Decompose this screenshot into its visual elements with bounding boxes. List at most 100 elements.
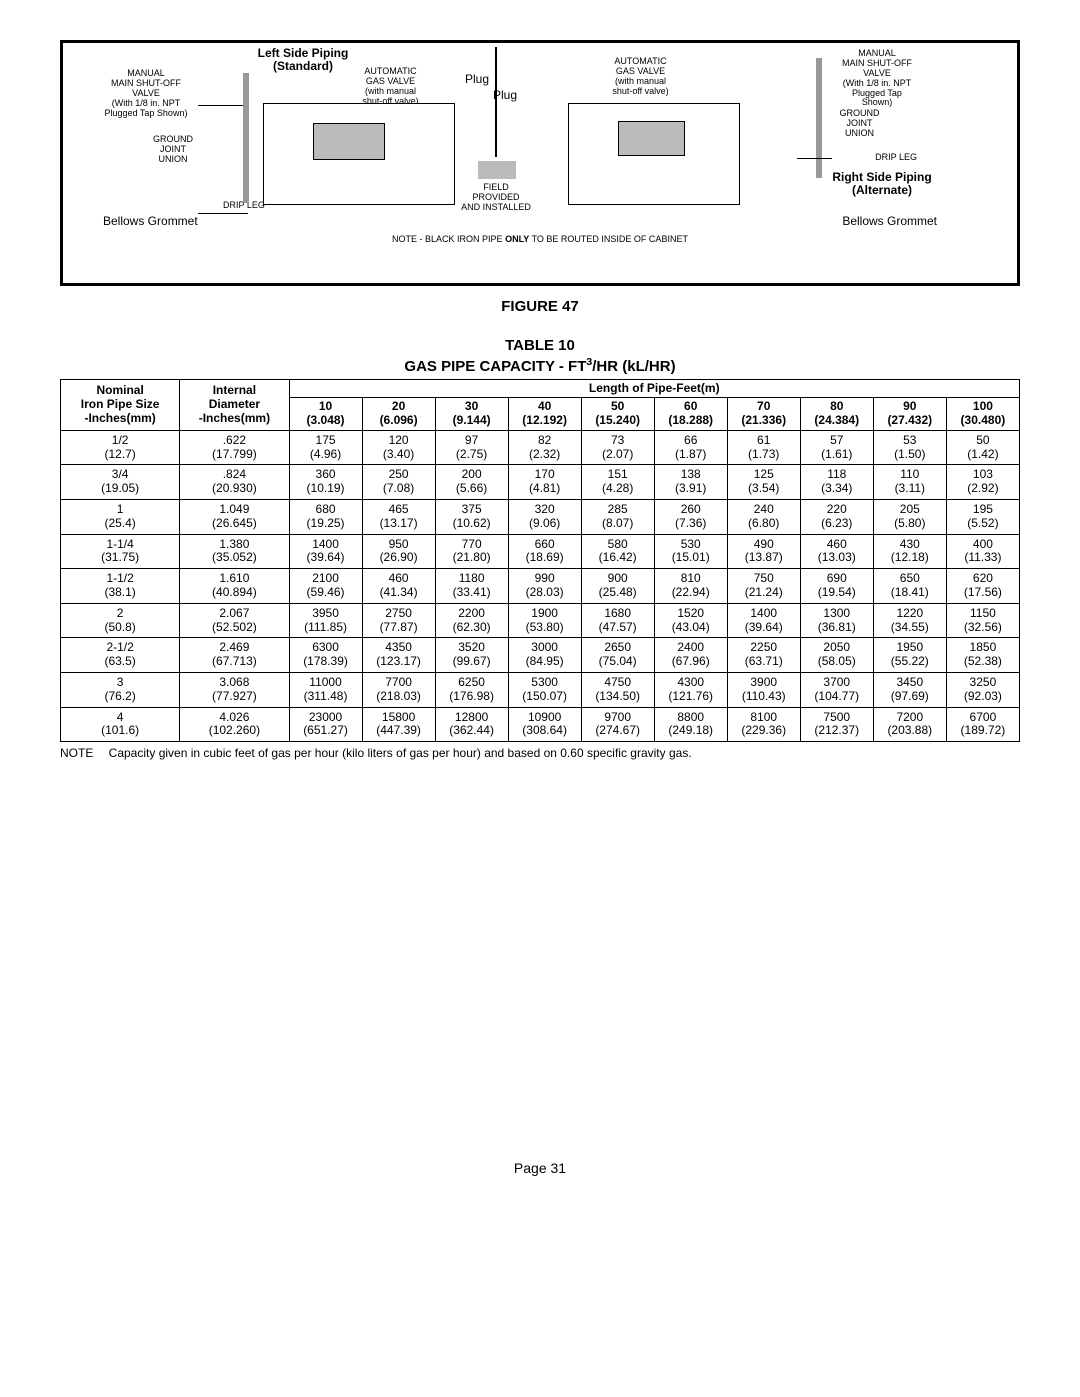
table-row: 3/4(19.05).824(20.930)360(10.19)250(7.08…	[61, 465, 1020, 500]
figure-47-diagram: Left Side Piping(Standard) Right Side Pi…	[60, 40, 1020, 286]
page-number: Page 31	[60, 1160, 1020, 1176]
figure-note: NOTE - BLACK IRON PIPE ONLY TO BE ROUTED…	[63, 235, 1017, 245]
cell-nominal: 1-1/4(31.75)	[61, 534, 180, 569]
table-row: 2(50.8)2.067(52.502)3950(111.85)2750(77.…	[61, 603, 1020, 638]
cell-value: 3520(99.67)	[435, 638, 508, 673]
cell-value: 1180(33.41)	[435, 569, 508, 604]
cell-value: 950(26.90)	[362, 534, 435, 569]
cell-value: 1850(52.38)	[946, 638, 1019, 673]
table-row: 1(25.4)1.049(26.645)680(19.25)465(13.17)…	[61, 500, 1020, 535]
th-length-col: 90(27.432)	[873, 398, 946, 431]
cell-value: 2250(63.71)	[727, 638, 800, 673]
cell-value: 53(1.50)	[873, 430, 946, 465]
bellows-right-label: Bellows Grommet	[842, 215, 937, 228]
cell-value: 460(13.03)	[800, 534, 873, 569]
cell-diameter: 1.610(40.894)	[180, 569, 289, 604]
cell-value: 460(41.34)	[362, 569, 435, 604]
cell-value: 680(19.25)	[289, 500, 362, 535]
cell-value: 9700(274.67)	[581, 707, 654, 742]
cell-value: 118(3.34)	[800, 465, 873, 500]
cell-value: 320(9.06)	[508, 500, 581, 535]
auto-valve-right-label: AUTOMATICGAS VALVE(with manualshut-off v…	[593, 57, 688, 97]
table-row: 2-1/2(63.5)2.469(67.713)6300(178.39)4350…	[61, 638, 1020, 673]
cell-diameter: 2.067(52.502)	[180, 603, 289, 638]
cell-value: 82(2.32)	[508, 430, 581, 465]
cell-value: 2650(75.04)	[581, 638, 654, 673]
cell-value: 1400(39.64)	[289, 534, 362, 569]
cell-value: 220(6.23)	[800, 500, 873, 535]
table-row: 1-1/4(31.75)1.380(35.052)1400(39.64)950(…	[61, 534, 1020, 569]
cell-value: 250(7.08)	[362, 465, 435, 500]
cell-value: 530(15.01)	[654, 534, 727, 569]
cell-value: 620(17.56)	[946, 569, 1019, 604]
field-provided-label: FIELDPROVIDEDAND INSTALLED	[451, 183, 541, 213]
cell-value: 170(4.81)	[508, 465, 581, 500]
cell-value: 690(19.54)	[800, 569, 873, 604]
cell-value: 1150(32.56)	[946, 603, 1019, 638]
cell-value: 1680(47.57)	[581, 603, 654, 638]
right-piping-title: Right Side Piping(Alternate)	[807, 171, 957, 197]
gas-pipe-capacity-table: Nominal Iron Pipe Size -Inches(mm) Inter…	[60, 379, 1020, 743]
cell-nominal: 2-1/2(63.5)	[61, 638, 180, 673]
table-row: 3(76.2)3.068(77.927)11000(311.48)7700(21…	[61, 673, 1020, 708]
cell-value: 650(18.41)	[873, 569, 946, 604]
cell-value: 400(11.33)	[946, 534, 1019, 569]
leader-2	[198, 105, 243, 106]
cell-value: 3950(111.85)	[289, 603, 362, 638]
cell-value: 11000(311.48)	[289, 673, 362, 708]
cell-nominal: 1(25.4)	[61, 500, 180, 535]
cell-value: 3250(92.03)	[946, 673, 1019, 708]
cell-value: 3700(104.77)	[800, 673, 873, 708]
cell-value: 200(5.66)	[435, 465, 508, 500]
cell-value: 120(3.40)	[362, 430, 435, 465]
pipe-right	[816, 58, 822, 178]
th-length-col: 80(24.384)	[800, 398, 873, 431]
cell-nominal: 2(50.8)	[61, 603, 180, 638]
cell-value: 23000(651.27)	[289, 707, 362, 742]
cell-value: 375(10.62)	[435, 500, 508, 535]
cell-diameter: 4.026(102.260)	[180, 707, 289, 742]
cell-value: 2400(67.96)	[654, 638, 727, 673]
cell-nominal: 3(76.2)	[61, 673, 180, 708]
cell-value: 6700(189.72)	[946, 707, 1019, 742]
valve-right-shape	[618, 121, 685, 156]
leader-1	[198, 213, 248, 214]
drip-leg-right-label: DRIP LEG	[875, 153, 917, 163]
cell-value: 770(21.80)	[435, 534, 508, 569]
cell-value: 7700(218.03)	[362, 673, 435, 708]
th-length: Length of Pipe-Feet(m)	[289, 379, 1019, 398]
cell-value: 750(21.24)	[727, 569, 800, 604]
cell-value: 900(25.48)	[581, 569, 654, 604]
table-row: 1/2(12.7).622(17.799)175(4.96)120(3.40)9…	[61, 430, 1020, 465]
cell-value: 10900(308.64)	[508, 707, 581, 742]
cell-value: 195(5.52)	[946, 500, 1019, 535]
auto-valve-left-label: AUTOMATICGAS VALVE(with manualshut-off v…	[343, 67, 438, 107]
cell-value: 12800(362.44)	[435, 707, 508, 742]
cell-value: 57(1.61)	[800, 430, 873, 465]
th-length-col: 60(18.288)	[654, 398, 727, 431]
cell-value: 61(1.73)	[727, 430, 800, 465]
cell-value: 490(13.87)	[727, 534, 800, 569]
cell-value: 103(2.92)	[946, 465, 1019, 500]
table-caption: TABLE 10 GAS PIPE CAPACITY - FT3/HR (kL/…	[60, 337, 1020, 377]
center-divider	[495, 47, 497, 157]
cell-value: 6250(176.98)	[435, 673, 508, 708]
cell-value: 1520(43.04)	[654, 603, 727, 638]
th-length-col: 50(15.240)	[581, 398, 654, 431]
ground-joint-left-label: GROUNDJOINTUNION	[143, 135, 203, 165]
cell-value: 1950(55.22)	[873, 638, 946, 673]
cell-value: 110(3.11)	[873, 465, 946, 500]
th-length-col: 70(21.336)	[727, 398, 800, 431]
cell-value: 4350(123.17)	[362, 638, 435, 673]
cell-value: 580(16.42)	[581, 534, 654, 569]
cell-value: 1220(34.55)	[873, 603, 946, 638]
cell-value: 97(2.75)	[435, 430, 508, 465]
table-row: 1-1/2(38.1)1.610(40.894)2100(59.46)460(4…	[61, 569, 1020, 604]
cell-value: 73(2.07)	[581, 430, 654, 465]
cell-nominal: 4(101.6)	[61, 707, 180, 742]
valve-left-shape	[313, 123, 385, 160]
cell-value: 7200(203.88)	[873, 707, 946, 742]
cell-diameter: .622(17.799)	[180, 430, 289, 465]
manual-valve-right-label: MANUALMAIN SHUT-OFFVALVE(With 1/8 in. NP…	[827, 49, 927, 108]
cell-value: 260(7.36)	[654, 500, 727, 535]
